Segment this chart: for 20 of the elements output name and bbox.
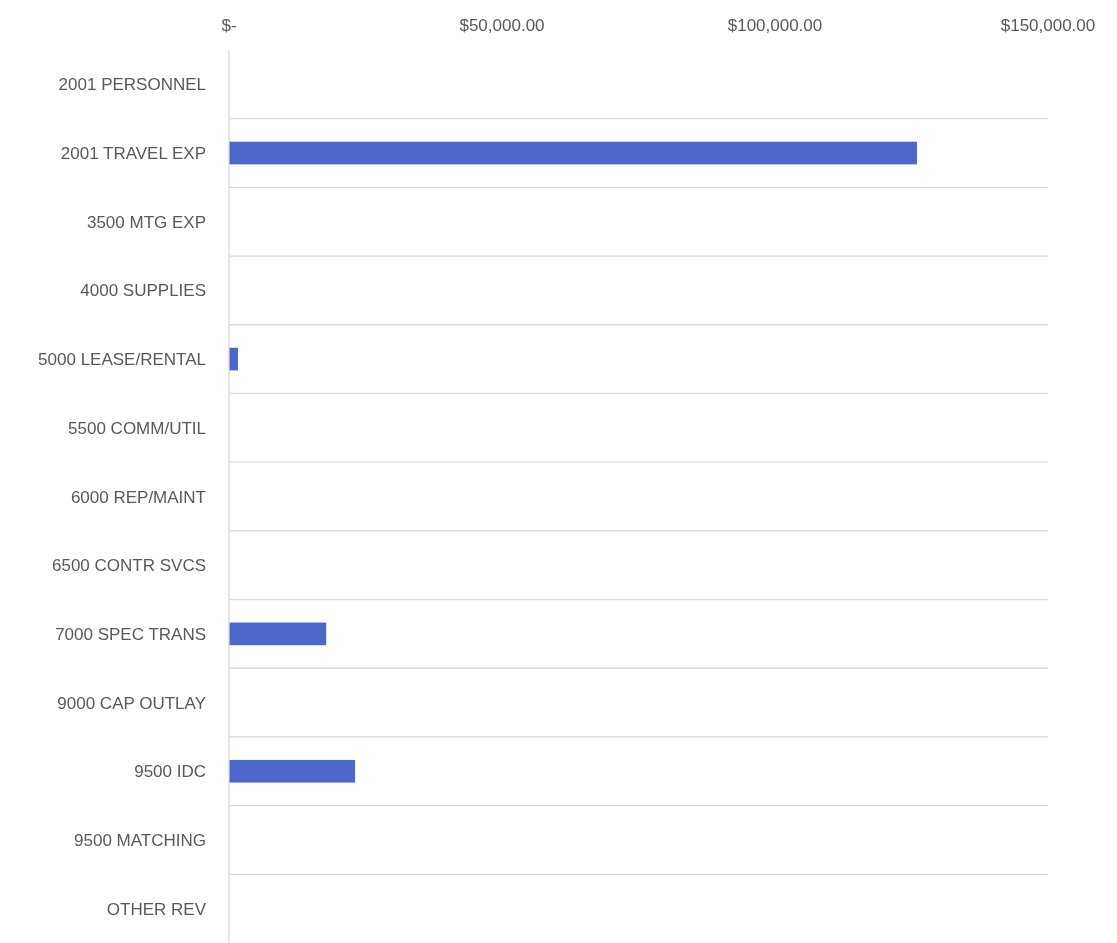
y-tick-label: 5500 COMM/UTIL (68, 418, 206, 438)
x-tick-label: $- (221, 16, 237, 35)
x-tick-label: $150,000.00 (1000, 16, 1096, 35)
y-tick-label: 6500 CONTR SVCS (52, 556, 206, 576)
x-tick-label: $50,000.00 (459, 16, 545, 35)
y-tick-label: 3500 MTG EXP (86, 212, 206, 232)
y-tick-label: 5000 LEASE/RENTAL (38, 350, 206, 370)
y-tick-label: 9000 CAP OUTLAY (57, 693, 206, 713)
x-tick-label: $100,000.00 (727, 16, 823, 35)
bar (229, 622, 327, 646)
y-tick-label: 2001 PERSONNEL (58, 75, 206, 95)
y-tick-label: 6000 REP/MAINT (70, 487, 206, 507)
y-tick-label: 2001 TRAVEL EXP (60, 144, 206, 164)
y-tick-label: 9500 MATCHING (74, 830, 206, 850)
bar (229, 141, 917, 165)
y-tick-label: 7000 SPEC TRANS (55, 624, 206, 644)
y-tick-label: 4000 SUPPLIES (80, 281, 206, 301)
y-tick-label: OTHER REV (106, 899, 207, 919)
y-tick-label: 9500 IDC (134, 762, 206, 782)
bar (229, 759, 356, 783)
